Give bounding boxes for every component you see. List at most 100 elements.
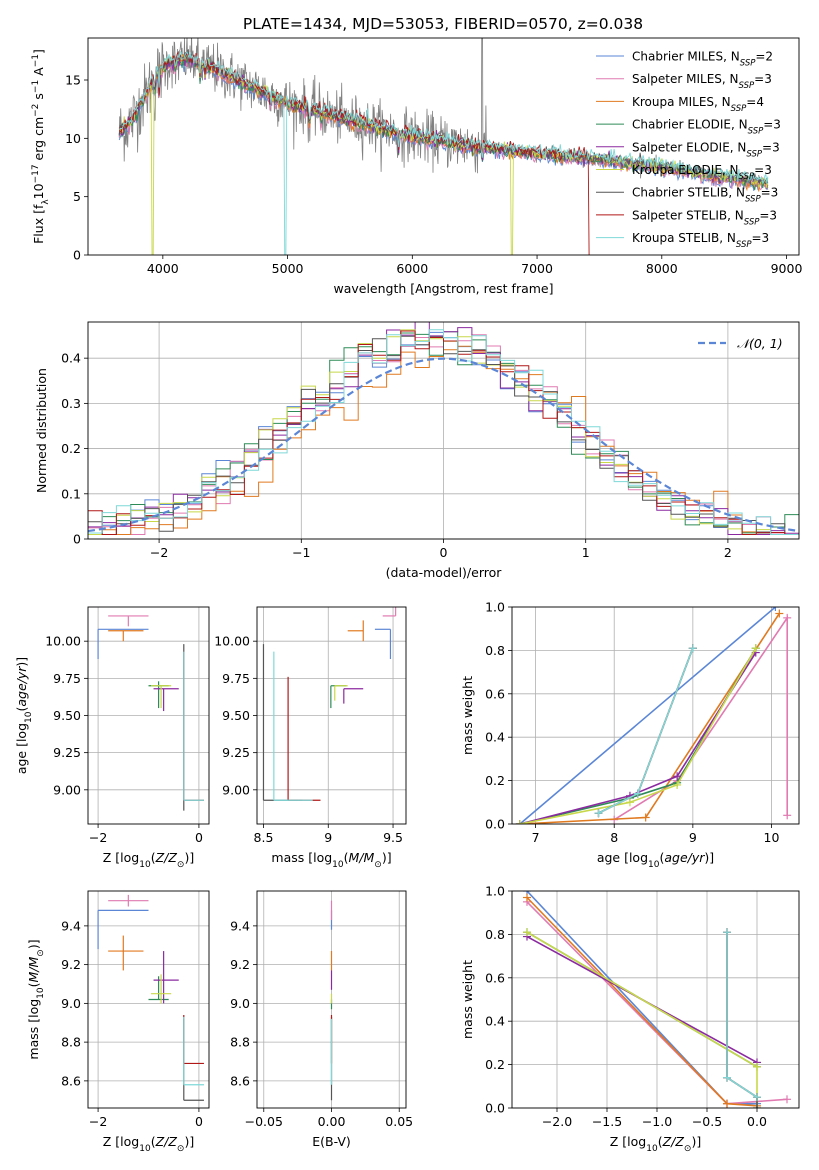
y-tick-label: 10 [65, 131, 81, 146]
hist-kroupa-stelib [88, 329, 799, 539]
series-chabrier-elodie [515, 644, 760, 824]
series-salpeter-stelib [594, 644, 697, 818]
y-axis-label: Normed distribution [34, 368, 49, 493]
weight-line [613, 615, 789, 821]
y-tick-label: 9.4 [230, 918, 250, 933]
x-tick-label: 9.5 [383, 830, 403, 845]
series-kroupa-elodie [515, 644, 760, 824]
legend-label: Salpeter MILES, NSSP=3 [632, 72, 772, 91]
legend-label: Salpeter ELODIE, NSSP=3 [632, 140, 780, 159]
x-axis-label: E(B-V) [312, 1134, 351, 1149]
y-tick-label: 9.25 [222, 745, 250, 760]
weight-marker [753, 1104, 761, 1108]
series-salpeter-stelib [723, 928, 761, 1102]
weight-marker [723, 928, 731, 937]
x-tick-label: −2 [89, 830, 107, 845]
y-tick-label: 8.6 [230, 1073, 250, 1088]
weight-line [726, 932, 758, 1108]
y-axis-label: Flux [fλ10−17 erg cm−2 s−1 A−1] [31, 49, 51, 244]
series-chabrier-miles [523, 891, 761, 1108]
normal-curve [88, 357, 799, 533]
x-tick-label: 0 [195, 830, 203, 845]
point-kroupa-stelib [183, 1016, 204, 1086]
weight-marker [594, 809, 603, 818]
weight-marker [673, 780, 682, 789]
hist-kroupa-miles [88, 345, 799, 539]
y-tick-label: 0.4 [485, 730, 505, 745]
x-axis-label: mass [log10(M/M⊙)] [271, 850, 391, 870]
plot-area [118, 38, 769, 255]
y-tick-label: 9.4 [61, 918, 81, 933]
panel-spectrum: 4000 5000 6000 7000 8000 9000 0 5 10 15 wavelength… [31, 37, 803, 296]
y-tick-label: 9.50 [53, 708, 81, 723]
point-kroupa-elodie [334, 685, 348, 701]
point-chabrier-miles [374, 628, 392, 660]
plot-area [262, 607, 397, 801]
x-tick-label: −0.5 [692, 1114, 722, 1129]
x-axis-label: Z [log10(Z/Z⊙)] [610, 1134, 701, 1154]
y-tick-label: 9.0 [61, 996, 81, 1011]
y-tick-label: 9.00 [222, 782, 250, 797]
weight-line [526, 931, 758, 1108]
y-tick-label: 0.6 [485, 970, 505, 985]
weight-marker [633, 789, 642, 798]
weight-line [726, 932, 758, 1098]
y-tick-label: 0.0 [485, 817, 505, 832]
point-salpeter-miles [108, 615, 149, 627]
panel-age-vs-mass: 8.5 9 9.5 9.00 9.25 9.50 9.75 10.00 mass [log10(… [214, 606, 407, 870]
y-tick-label: 10.00 [45, 634, 81, 649]
model-line-salpeter-stelib [118, 50, 590, 255]
legend-label: Kroupa MILES, NSSP=4 [632, 95, 764, 114]
x-axis-label: (data-model)/error [386, 565, 503, 580]
point-kroupa-miles [108, 630, 144, 642]
y-axis-label: mass [log10(M/M⊙)] [26, 939, 46, 1059]
panel-weight-vs-z: −2.0 −1.5 −1.0 −0.5 0.0 0.0 0.2 0.4 0.6 0.8 1.0 Z [… [460, 884, 800, 1154]
x-tick-label: 8.5 [254, 830, 274, 845]
x-tick-label: −1.5 [592, 1114, 622, 1129]
spectrum-legend: Chabrier MILES, NSSP=2 Salpeter MILES, NS… [596, 50, 781, 250]
y-tick-label: 10.00 [214, 634, 250, 649]
x-tick-label: 5000 [272, 261, 304, 276]
y-tick-label: 1.0 [485, 884, 505, 899]
x-tick-label: 9 [324, 830, 332, 845]
weight-marker [515, 820, 524, 824]
legend-label: Salpeter STELIB, NSSP=3 [632, 208, 777, 227]
legend-label: Chabrier STELIB, NSSP=3 [632, 186, 778, 205]
x-axis-label: wavelength [Angstrom, rest frame] [333, 281, 553, 296]
x-tick-label: 6000 [396, 261, 428, 276]
y-tick-label: 9.75 [53, 671, 81, 686]
point-kroupa-miles [108, 935, 144, 971]
x-tick-label: 9000 [771, 261, 803, 276]
weight-marker [688, 644, 697, 653]
panel-mass-vs-z: −2 0 8.6 8.8 9.0 9.2 9.4 Z [log10(Z/Z⊙)] mass [l… [26, 890, 210, 1154]
x-tick-label: 8 [610, 830, 618, 845]
weight-marker [775, 609, 784, 618]
weight-line [519, 607, 776, 824]
y-axis-label: mass weight [460, 960, 475, 1039]
x-tick-label: 0 [195, 1114, 203, 1129]
point-kroupa-elodie [151, 974, 172, 1004]
x-tick-label: −2.0 [542, 1114, 572, 1129]
x-tick-label: 4000 [147, 261, 179, 276]
plot-area [97, 615, 204, 811]
weight-line [598, 647, 694, 814]
legend-label: Chabrier MILES, NSSP=2 [632, 50, 773, 69]
plot-area [523, 891, 791, 1108]
weight-marker [523, 928, 531, 937]
panel-residuals: −2 −1 0 1 2 0 0.1 0.2 0.3 0.4 (data-model)/error No… [34, 321, 800, 580]
x-tick-label: 0.05 [385, 1114, 413, 1129]
weight-marker [751, 644, 760, 653]
weight-marker [641, 813, 650, 822]
weight-line [526, 891, 757, 1105]
x-tick-label: −0.05 [245, 1114, 283, 1129]
weight-marker [783, 1095, 791, 1104]
series-chabrier-stelib [594, 644, 697, 818]
plot-area [88, 322, 799, 539]
panel-mass-vs-ebv: −0.05 0.00 0.05 8.6 8.8 9.0 9.2 9.4 E(B-V) [230, 890, 413, 1149]
y-tick-label: 9.00 [53, 782, 81, 797]
weight-marker [771, 607, 780, 611]
axes-frame [87, 606, 210, 825]
y-tick-label: 9.2 [61, 957, 81, 972]
x-tick-label: 8000 [646, 261, 678, 276]
